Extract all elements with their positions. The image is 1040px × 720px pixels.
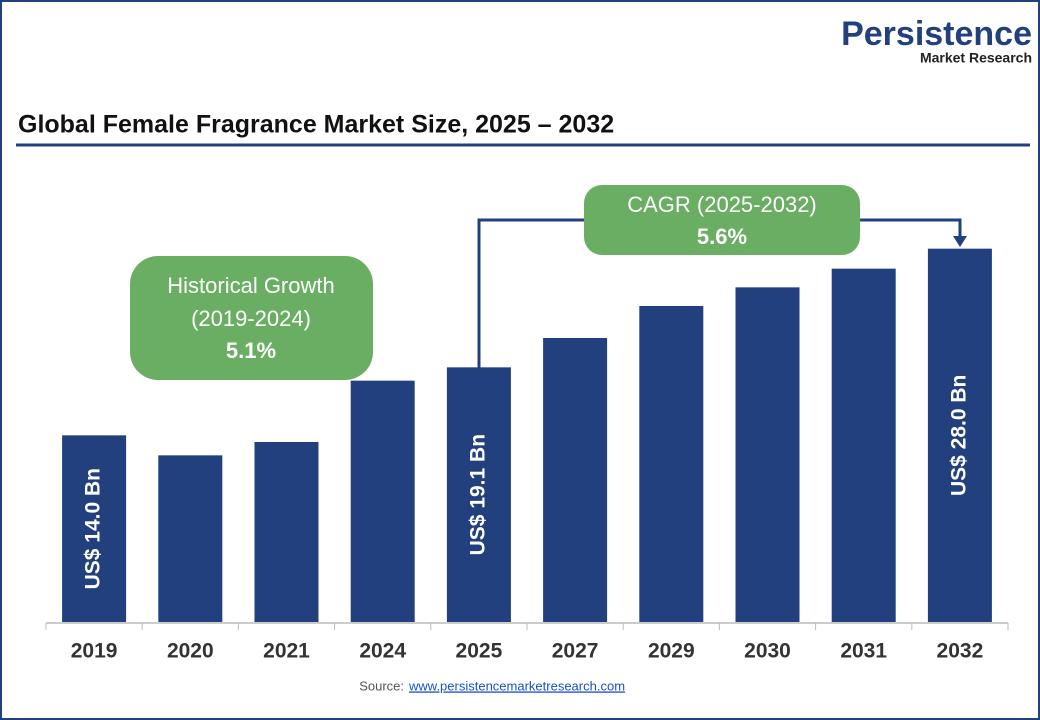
historical-box [130,256,373,380]
x-tick-label: 2031 [840,640,887,663]
source-url[interactable]: www.persistencemarketresearch.com [408,678,625,693]
bar [831,268,896,622]
cagr-box [584,185,860,255]
logo-tagline: Market Research [920,50,1032,66]
value-label: US$ 14.0 Bn [82,468,105,589]
logo-name: Persistence [841,15,1032,53]
bar [254,442,319,622]
historical-rate: 5.1% [226,338,276,363]
bar [543,338,608,622]
historical-label: Historical Growth [167,273,334,298]
x-tick-label: 2027 [552,640,599,663]
bar [158,455,223,622]
x-tick-label: 2019 [71,640,118,663]
bar [639,306,704,622]
bar [62,435,127,622]
chart-title: Global Female Fragrance Market Size, 202… [18,111,614,139]
value-label: US$ 19.1 Bn [466,434,489,555]
cagr-label: CAGR (2025-2032) [627,192,817,217]
x-tick-label: 2020 [167,640,214,663]
source-label: Source: [359,678,404,693]
x-tick-label: 2029 [648,640,695,663]
value-label: US$ 28.0 Bn [947,375,970,496]
bar [446,367,511,622]
x-tick-label: 2025 [456,640,503,663]
x-tick-label: 2021 [263,640,310,663]
cagr-arrow [953,236,967,247]
bar [350,380,415,622]
x-tick-label: 2024 [359,640,406,663]
x-tick-label: 2032 [937,640,984,663]
cagr-rate: 5.6% [697,224,747,249]
bar [735,287,800,622]
x-tick-label: 2030 [744,640,791,663]
bar [927,248,992,622]
historical-period: (2019-2024) [191,306,311,331]
